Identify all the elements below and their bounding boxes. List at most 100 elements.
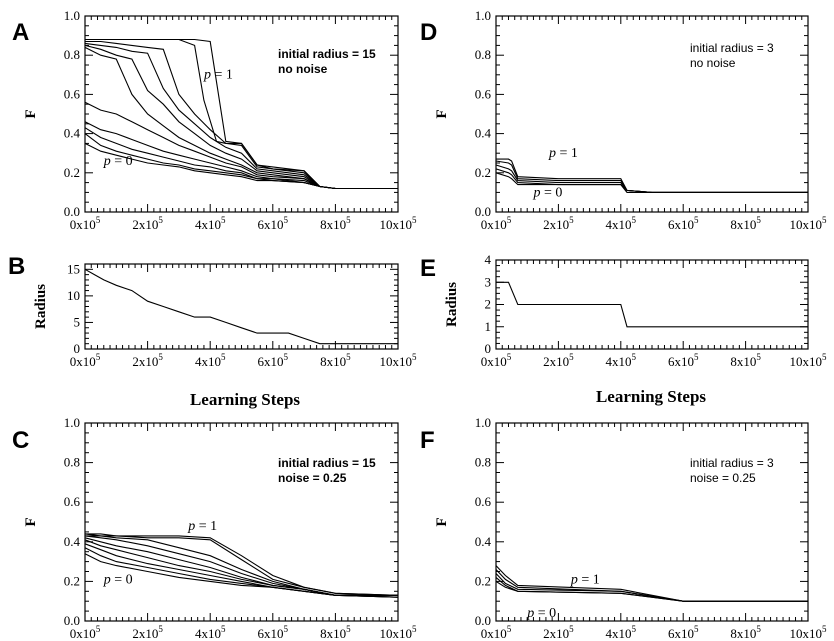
annotation-text: initial radius = 3 xyxy=(690,41,774,55)
series-line xyxy=(84,44,398,190)
x-tick-label: 4x105 xyxy=(195,624,226,641)
y-tick-label: 1.0 xyxy=(475,8,491,23)
series-line xyxy=(84,268,398,345)
x-tick-label: 10x105 xyxy=(380,624,418,641)
x-tick-label: 0x105 xyxy=(70,624,101,641)
x-tick-label: 10x105 xyxy=(380,215,418,232)
x-tick-label: 2x105 xyxy=(132,624,163,641)
p-one-label: p = 1 xyxy=(570,572,600,587)
y-tick-label: 0.0 xyxy=(64,613,80,628)
annotation-text: no noise xyxy=(278,62,328,76)
y-axis-label: F xyxy=(434,517,450,526)
x-tick-label: 6x105 xyxy=(258,215,289,232)
plot-frame xyxy=(84,422,399,622)
y-tick-label: 3 xyxy=(485,274,492,289)
series-line xyxy=(84,121,398,190)
panel-label: D xyxy=(420,19,437,46)
x-tick-label: 4x105 xyxy=(195,352,226,369)
p-one-label: p = 1 xyxy=(203,68,233,83)
annotation-text: initial radius = 15 xyxy=(278,456,376,470)
series-line xyxy=(496,281,808,328)
x-tick-label: 0x105 xyxy=(481,352,512,369)
x-tick-label: 0x105 xyxy=(481,624,512,641)
p-zero-label: p = 0 xyxy=(103,154,133,169)
y-tick-label: 10 xyxy=(67,288,80,303)
annotation-text: initial radius = 3 xyxy=(690,456,774,470)
x-tick-label: 8x105 xyxy=(320,215,351,232)
panel-label: B xyxy=(8,253,25,280)
y-tick-label: 0.6 xyxy=(475,494,492,509)
x-tick-label: 0x105 xyxy=(70,352,101,369)
x-tick-label: 0x105 xyxy=(481,215,512,232)
x-tick-label: 2x105 xyxy=(543,352,574,369)
x-tick-label: 10x105 xyxy=(790,624,828,641)
y-tick-label: 0.8 xyxy=(64,47,80,62)
panel-label: F xyxy=(420,427,435,454)
y-tick-label: 4 xyxy=(485,252,492,267)
series-line xyxy=(495,580,808,602)
y-tick-label: 0.0 xyxy=(475,204,491,219)
x-tick-label: 6x105 xyxy=(668,624,699,641)
y-tick-label: 0 xyxy=(485,341,492,356)
y-tick-label: 15 xyxy=(67,261,80,276)
x-tick-label: 2x105 xyxy=(543,624,574,641)
plot-frame xyxy=(84,263,399,350)
panel-e: E 0x105 2x105 4x105 6x105 8x105 10x105 0 1 2 3 4 Rad… xyxy=(420,252,827,369)
y-tick-label: 0.0 xyxy=(475,613,491,628)
y-axis-label: F xyxy=(23,109,39,118)
y-tick-label: 1.0 xyxy=(64,415,80,430)
annotation-text: no noise xyxy=(690,56,736,70)
y-tick-label: 1.0 xyxy=(475,415,491,430)
y-tick-label: 2 xyxy=(485,297,492,312)
y-tick-label: 0.2 xyxy=(475,573,491,588)
y-tick-label: 0.4 xyxy=(475,534,492,549)
series-line xyxy=(84,553,399,598)
panel-b: B 0x105 2x105 4x105 6x105 8x105 10x105 0 5 10 15 Ra… xyxy=(8,253,417,369)
y-tick-label: 0.2 xyxy=(64,165,80,180)
panel-d: D 0x105 2x105 4x105 6x105 8x105 10x105 0.0 0.2 0.… xyxy=(420,8,827,232)
p-one-label: p = 1 xyxy=(548,146,578,161)
series-line xyxy=(84,539,398,596)
annotation-text: noise = 0.25 xyxy=(690,471,756,485)
y-tick-label: 0.8 xyxy=(475,47,491,62)
x-axis-label-e: Learning Steps xyxy=(596,387,706,406)
x-tick-label: 4x105 xyxy=(606,215,637,232)
series-line xyxy=(495,172,808,193)
x-tick-label: 6x105 xyxy=(258,352,289,369)
y-axis-label: F xyxy=(434,109,450,118)
y-tick-label: 0.6 xyxy=(64,494,81,509)
y-tick-label: 0.8 xyxy=(475,455,491,470)
x-tick-label: 8x105 xyxy=(730,352,761,369)
x-tick-label: 8x105 xyxy=(320,352,351,369)
series-line xyxy=(84,142,398,190)
panel-label: C xyxy=(12,427,29,454)
panel-label: E xyxy=(420,255,436,282)
annotation-text: noise = 0.25 xyxy=(278,471,347,485)
series-line xyxy=(84,101,398,190)
y-tick-label: 0.6 xyxy=(475,86,492,101)
series-line xyxy=(85,38,398,190)
x-tick-label: 2x105 xyxy=(132,352,163,369)
x-tick-label: 6x105 xyxy=(258,624,289,641)
x-tick-label: 4x105 xyxy=(195,215,226,232)
p-one-label: p = 1 xyxy=(187,519,217,534)
y-tick-label: 1 xyxy=(485,319,492,334)
x-tick-label: 10x105 xyxy=(790,215,828,232)
series-line xyxy=(85,40,398,190)
annotation-text: initial radius = 15 xyxy=(278,47,376,61)
y-tick-label: 0.4 xyxy=(475,126,492,141)
x-tick-label: 4x105 xyxy=(606,352,637,369)
y-axis-label: Radius xyxy=(444,282,460,327)
x-tick-label: 0x105 xyxy=(70,215,101,232)
y-axis-label: Radius xyxy=(33,284,49,329)
y-tick-label: 0.4 xyxy=(64,534,81,549)
p-zero-label: p = 0 xyxy=(532,185,562,200)
y-axis-label: F xyxy=(23,517,39,526)
y-tick-label: 5 xyxy=(74,314,81,329)
panel-label: A xyxy=(12,19,29,46)
series-line xyxy=(84,533,399,596)
x-tick-label: 10x105 xyxy=(380,352,418,369)
series-line xyxy=(84,543,399,598)
y-tick-label: 0.8 xyxy=(64,455,80,470)
